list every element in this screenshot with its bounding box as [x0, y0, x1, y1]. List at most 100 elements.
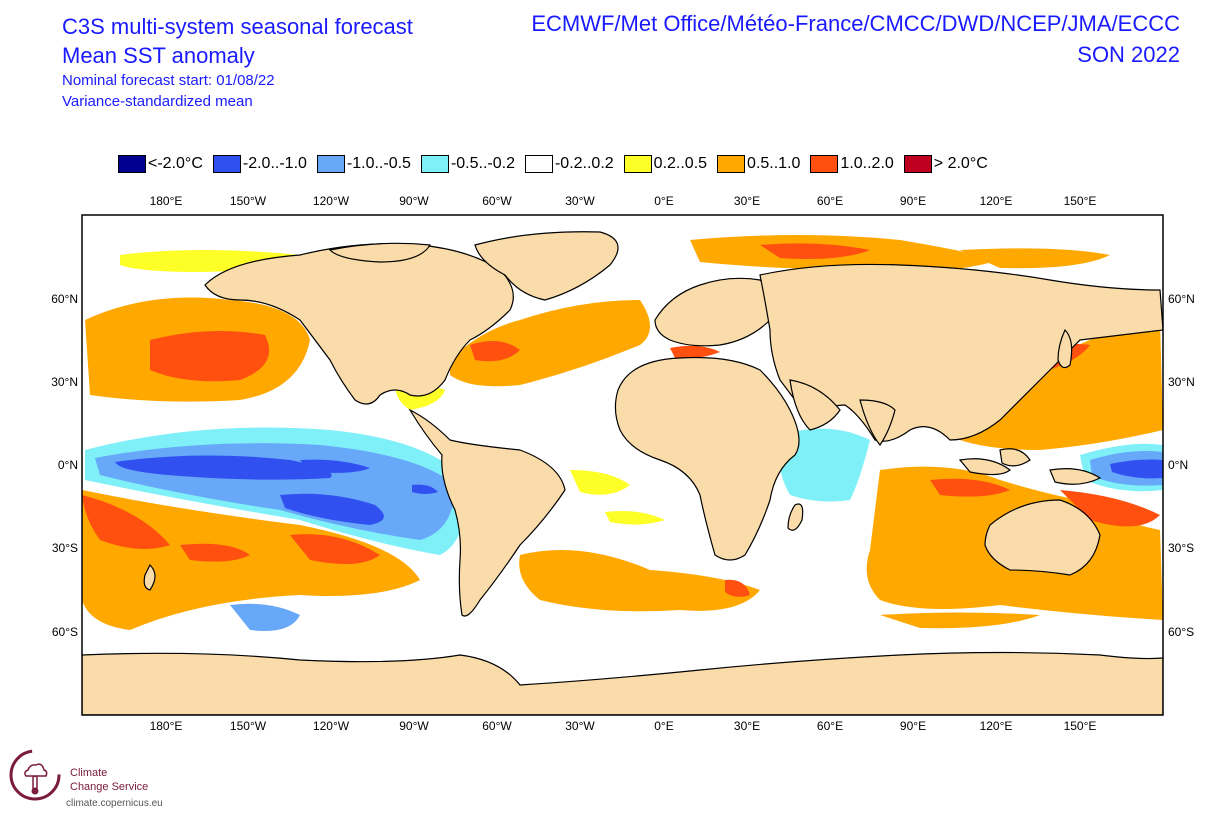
landmass-africa — [614, 356, 800, 561]
anomaly-region — [1060, 490, 1160, 527]
lon-label-bottom: 30°E — [734, 719, 760, 733]
logo-name-line2: Change Service — [70, 781, 149, 793]
lon-label-top: 0°E — [654, 194, 673, 208]
anomaly-region — [150, 331, 270, 382]
legend-swatch — [903, 155, 932, 173]
lon-label-top: 90°W — [399, 194, 429, 208]
legend: <-2.0°C -2.0..-1.0 -1.0..-0.5 -0.5..-0.2… — [118, 155, 998, 173]
legend-label: 1.0..2.0 — [840, 155, 894, 172]
landmass-arctic-islands — [328, 242, 431, 263]
lon-label-bottom: 60°E — [817, 719, 843, 733]
legend-item: -0.5..-0.2 — [420, 155, 515, 173]
lon-label-bottom: 60°W — [482, 719, 512, 733]
anomaly-region — [605, 511, 665, 525]
landmass-new-zealand — [143, 563, 156, 591]
legend-item: > 2.0°C — [903, 155, 988, 173]
anomaly-region — [960, 248, 1110, 269]
chart-title: C3S multi-system seasonal forecast — [62, 14, 413, 39]
anomaly-region — [778, 428, 870, 502]
anomaly-region — [470, 341, 520, 362]
anomaly-region — [930, 478, 1010, 497]
legend-swatch — [524, 155, 553, 173]
legend-label: -0.2..0.2 — [554, 155, 614, 172]
anomaly-region — [670, 345, 720, 359]
anomaly-region — [880, 612, 1040, 629]
method-note: Variance-standardized mean — [62, 93, 253, 110]
legend-swatch — [316, 155, 345, 173]
legend-item: -2.0..-1.0 — [212, 155, 307, 173]
legend-label: <-2.0°C — [148, 155, 203, 172]
legend-item: 1.0..2.0 — [810, 155, 894, 173]
lon-label-top: 90°E — [900, 194, 926, 208]
lon-label-top: 120°W — [313, 194, 350, 208]
anomaly-field — [82, 231, 1163, 715]
lon-label-top: 150°E — [1064, 194, 1097, 208]
lon-label-top: 60°E — [817, 194, 843, 208]
lat-label-right: 60°S — [1168, 625, 1194, 639]
landmass-greenland — [474, 231, 619, 301]
anomaly-region — [82, 495, 170, 549]
lon-label-bottom: 150°E — [1064, 719, 1097, 733]
anomaly-region — [450, 300, 650, 387]
landmass-south-america — [408, 408, 566, 617]
lon-label-bottom: 150°W — [230, 719, 267, 733]
anomaly-region — [412, 484, 438, 494]
legend-item: 0.5..1.0 — [717, 155, 800, 173]
legend-label: > 2.0°C — [933, 155, 988, 172]
logo-name-line1: Climate — [70, 767, 108, 779]
legend-label: -1.0..-0.5 — [346, 155, 411, 172]
legend-label: 0.2..0.5 — [653, 155, 708, 172]
climate-change-service-icon — [9, 749, 61, 801]
anomaly-region — [280, 493, 384, 525]
lon-label-top: 150°W — [230, 194, 267, 208]
legend-swatch — [420, 155, 449, 173]
anomaly-region — [519, 550, 760, 612]
anomaly-region — [570, 470, 630, 495]
landmass-india — [859, 399, 896, 447]
landmass-madagascar — [787, 503, 804, 531]
lat-label-right: 60°N — [1168, 292, 1195, 306]
axis-ticks: 180°E 180°E 150°W 150°W 120°W 120°W 90°W 90°W 60… — [51, 194, 1195, 733]
lat-label-left: 60°S — [52, 625, 78, 639]
lat-label-left: 60°N — [51, 292, 78, 306]
legend-item: -1.0..-0.5 — [316, 155, 411, 173]
lon-label-bottom: 120°E — [980, 719, 1013, 733]
map-frame — [81, 214, 1164, 716]
anomaly-region — [230, 603, 300, 631]
lon-label-bottom: 180°E — [150, 719, 183, 733]
anomaly-region — [115, 455, 332, 480]
lon-label-top: 180°E — [150, 194, 183, 208]
landmass-indonesia — [958, 458, 1011, 476]
legend-label: 0.5..1.0 — [747, 155, 801, 172]
chart-subtitle: Mean SST anomaly — [62, 43, 255, 68]
legend-label: -2.0..-1.0 — [242, 155, 307, 172]
title-block: C3S multi-system seasonal forecast Mean … — [62, 12, 413, 112]
lon-label-top: 60°W — [482, 194, 512, 208]
landmass-borneo — [999, 448, 1031, 467]
legend-item: <-2.0°C — [118, 155, 203, 173]
copernicus-logo: Climate Change Service — [8, 748, 148, 802]
legend-swatch — [717, 155, 746, 173]
landmass-arabia — [789, 379, 841, 431]
legend-item: -0.2..0.2 — [524, 155, 614, 173]
header-right: ECMWF/Met Office/Météo-France/CMCC/DWD/N… — [531, 8, 1180, 70]
lon-label-top: 30°W — [565, 194, 595, 208]
lon-label-bottom: 90°W — [399, 719, 429, 733]
legend-swatch — [212, 155, 241, 173]
land-masses — [82, 231, 1163, 715]
legend-label: -0.5..-0.2 — [450, 155, 515, 172]
lat-label-right: 0°N — [1168, 458, 1188, 472]
anomaly-region — [180, 543, 250, 562]
forecast-start: Nominal forecast start: 01/08/22 — [62, 72, 275, 89]
anomaly-region — [82, 490, 420, 630]
lon-label-bottom: 30°W — [565, 719, 595, 733]
lat-label-left: 30°S — [52, 541, 78, 555]
systems-list: ECMWF/Met Office/Météo-France/CMCC/DWD/N… — [531, 11, 1180, 36]
landmass-antarctica — [82, 651, 1163, 715]
anomaly-region — [300, 459, 370, 473]
legend-swatch — [118, 155, 146, 173]
anomaly-region — [960, 320, 1163, 450]
lon-label-top: 120°E — [980, 194, 1013, 208]
legend-swatch — [623, 155, 652, 173]
